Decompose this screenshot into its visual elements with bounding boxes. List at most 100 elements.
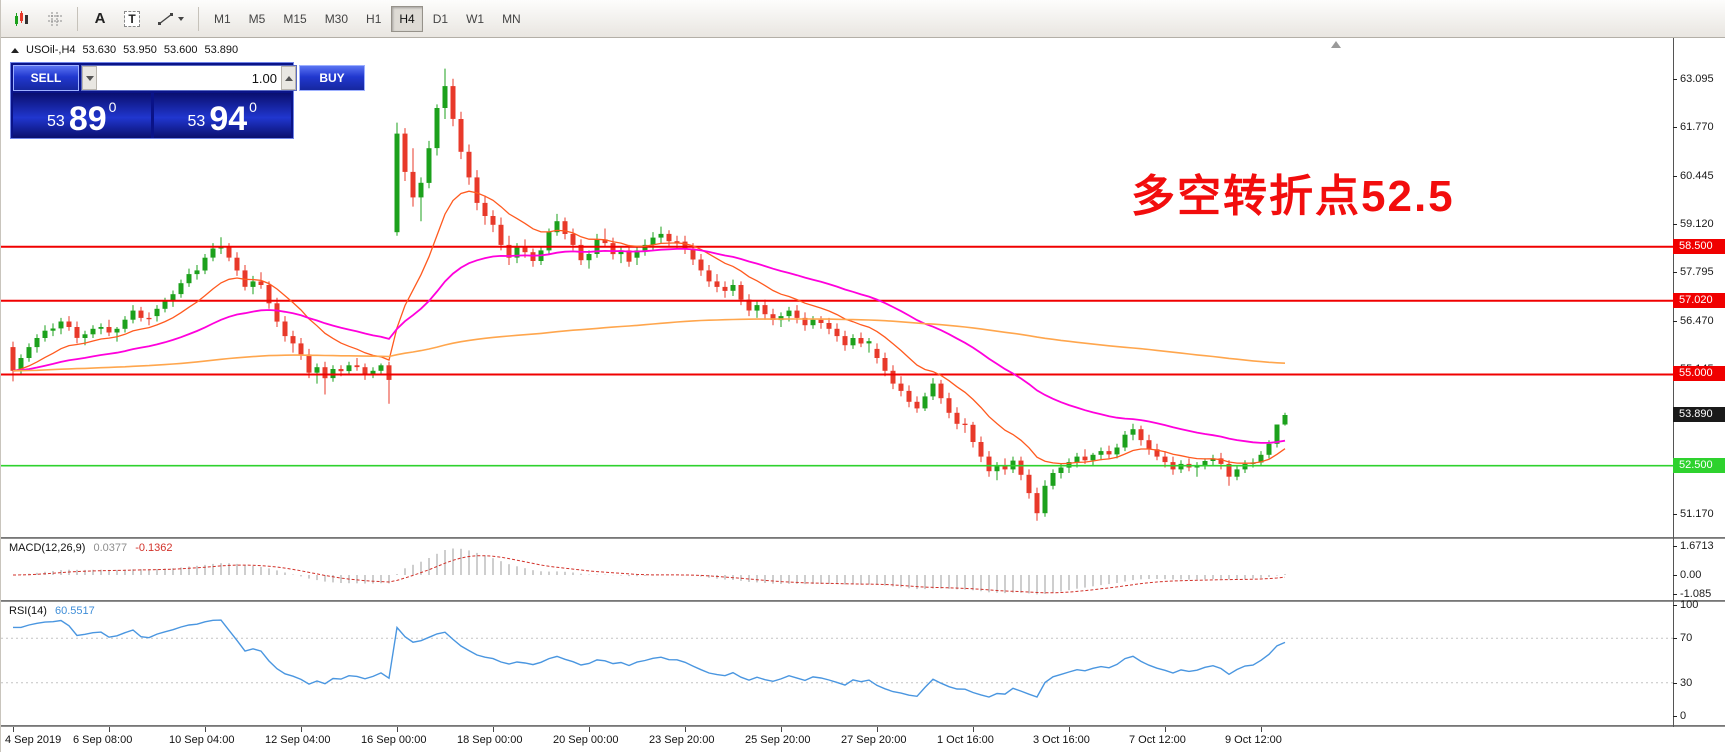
text-box-icon[interactable]: T (116, 5, 148, 33)
grid-icon[interactable] (39, 5, 71, 33)
candle (194, 270, 200, 275)
lot-size-input[interactable] (97, 66, 281, 90)
charts-mode-icon[interactable] (7, 5, 39, 33)
candle (802, 317, 808, 326)
time-label: 23 Sep 20:00 (649, 734, 715, 746)
price-tick-label: 57.795 (1680, 266, 1714, 278)
chart-shift-marker[interactable] (1331, 41, 1341, 48)
price-axis-border (1673, 38, 1674, 727)
lot-increase-button[interactable] (281, 66, 296, 90)
candle (978, 442, 984, 457)
rsi-panel-canvas[interactable] (1, 602, 1673, 725)
candle (898, 383, 904, 391)
time-label: 7 Oct 12:00 (1129, 734, 1186, 746)
price-tick (1673, 272, 1677, 273)
time-label: 10 Sep 04:00 (169, 734, 235, 746)
time-tick (781, 727, 782, 732)
rsi-value: 60.5517 (54, 605, 95, 617)
ma-fast-line (12, 190, 1286, 465)
candle (34, 338, 40, 348)
timeframe-h4[interactable]: H4 (391, 5, 423, 32)
candle (170, 294, 176, 302)
price-level-tag: 57.020 (1673, 293, 1725, 308)
time-axis[interactable]: 4 Sep 2019 6 Sep 08:00 10 Sep 04:00 12 Sep … (1, 727, 1673, 752)
line-studies-icon[interactable] (148, 5, 192, 33)
candle (930, 383, 936, 397)
candle (1146, 440, 1152, 450)
timeframe-d1[interactable]: D1 (432, 11, 449, 26)
timeframe-m15[interactable]: M15 (283, 11, 307, 26)
time-tick (1165, 727, 1166, 732)
candle (946, 398, 952, 413)
rsi-tick (1673, 683, 1677, 684)
text-label-icon[interactable]: A (84, 5, 116, 33)
candle (914, 401, 920, 409)
ask-pips: 94 (209, 100, 248, 139)
annotation-text[interactable]: 多空转折点52.5 (1131, 172, 1455, 221)
price-axis[interactable]: 63.09561.77060.44559.12057.79556.47055.1… (1673, 0, 1725, 752)
candle (1138, 429, 1144, 441)
open-value: 53.630 (82, 44, 117, 56)
time-tick (397, 727, 398, 732)
candle (818, 319, 824, 323)
timeframe-m5[interactable]: M5 (248, 11, 266, 26)
candle (754, 305, 760, 311)
candle (586, 254, 592, 261)
ask-price-display[interactable]: 53 94 0 (153, 93, 291, 139)
panel-splitter[interactable] (1, 600, 1725, 602)
time-label: 1 Oct 16:00 (937, 734, 994, 746)
candle (1058, 467, 1064, 473)
candle (666, 233, 672, 242)
high-value: 53.950 (123, 44, 157, 56)
timeframe-m1[interactable]: M1 (214, 11, 231, 26)
macd-indicator-label: MACD(12,26,9) 0.0377 -0.1362 (9, 542, 173, 554)
macd-axis-label: 1.6713 (1680, 540, 1714, 552)
sell-button[interactable]: SELL (13, 65, 79, 91)
candle (466, 151, 472, 178)
candle (1194, 465, 1200, 468)
candle (42, 330, 48, 338)
main-chart-canvas[interactable] (1, 38, 1673, 537)
price-tick-label: 61.770 (1680, 121, 1714, 133)
candle (906, 390, 912, 402)
candle (658, 233, 664, 238)
timeframe-w1[interactable]: W1 (466, 11, 485, 26)
candle (58, 321, 64, 329)
candle (266, 285, 272, 304)
macd-axis-label: -1.085 (1680, 588, 1712, 600)
rsi-axis-label: 70 (1680, 632, 1693, 644)
ma-slow-line (12, 318, 1286, 372)
price-tick (1673, 224, 1677, 225)
candle (114, 328, 120, 333)
candle (354, 365, 360, 368)
lot-dropdown-button[interactable] (82, 66, 97, 90)
candle (1098, 451, 1104, 455)
bid-price-display[interactable]: 53 89 0 (13, 93, 151, 138)
panel-splitter[interactable] (1, 725, 1725, 727)
macd-panel-canvas[interactable] (1, 539, 1673, 600)
candle (1242, 463, 1248, 470)
candle (1050, 473, 1056, 486)
panel-splitter[interactable] (1, 537, 1725, 539)
candle (258, 281, 264, 285)
candle (674, 241, 680, 243)
timeframe-h1[interactable]: H1 (366, 11, 382, 26)
lot-size-field (81, 65, 297, 91)
macd-axis-label: 0.00 (1680, 569, 1702, 581)
candle (618, 250, 624, 255)
rsi-axis-label: 100 (1680, 599, 1699, 611)
candle (602, 239, 608, 244)
candle (474, 177, 480, 203)
candle (26, 347, 32, 358)
text-label-glyph: A (94, 10, 106, 27)
time-label: 16 Sep 00:00 (361, 734, 427, 746)
buy-button[interactable]: BUY (299, 65, 365, 91)
toolbar: A T M1 M5 M15 M30 H1 H4 D1 W1 MN (1, 0, 1725, 38)
timeframe-m30[interactable]: M30 (324, 11, 349, 26)
chart-ohlc-info: USOil-,H4 53.630 53.950 53.600 53.890 (11, 44, 238, 56)
timeframe-mn[interactable]: MN (502, 11, 521, 26)
candle (418, 182, 424, 198)
candle (274, 303, 280, 322)
expand-icon[interactable] (11, 47, 19, 53)
candle (562, 221, 568, 234)
